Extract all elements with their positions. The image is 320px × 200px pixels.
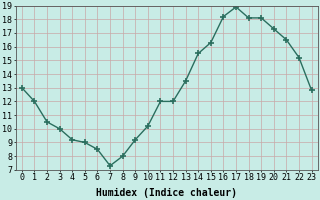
X-axis label: Humidex (Indice chaleur): Humidex (Indice chaleur)	[96, 188, 237, 198]
